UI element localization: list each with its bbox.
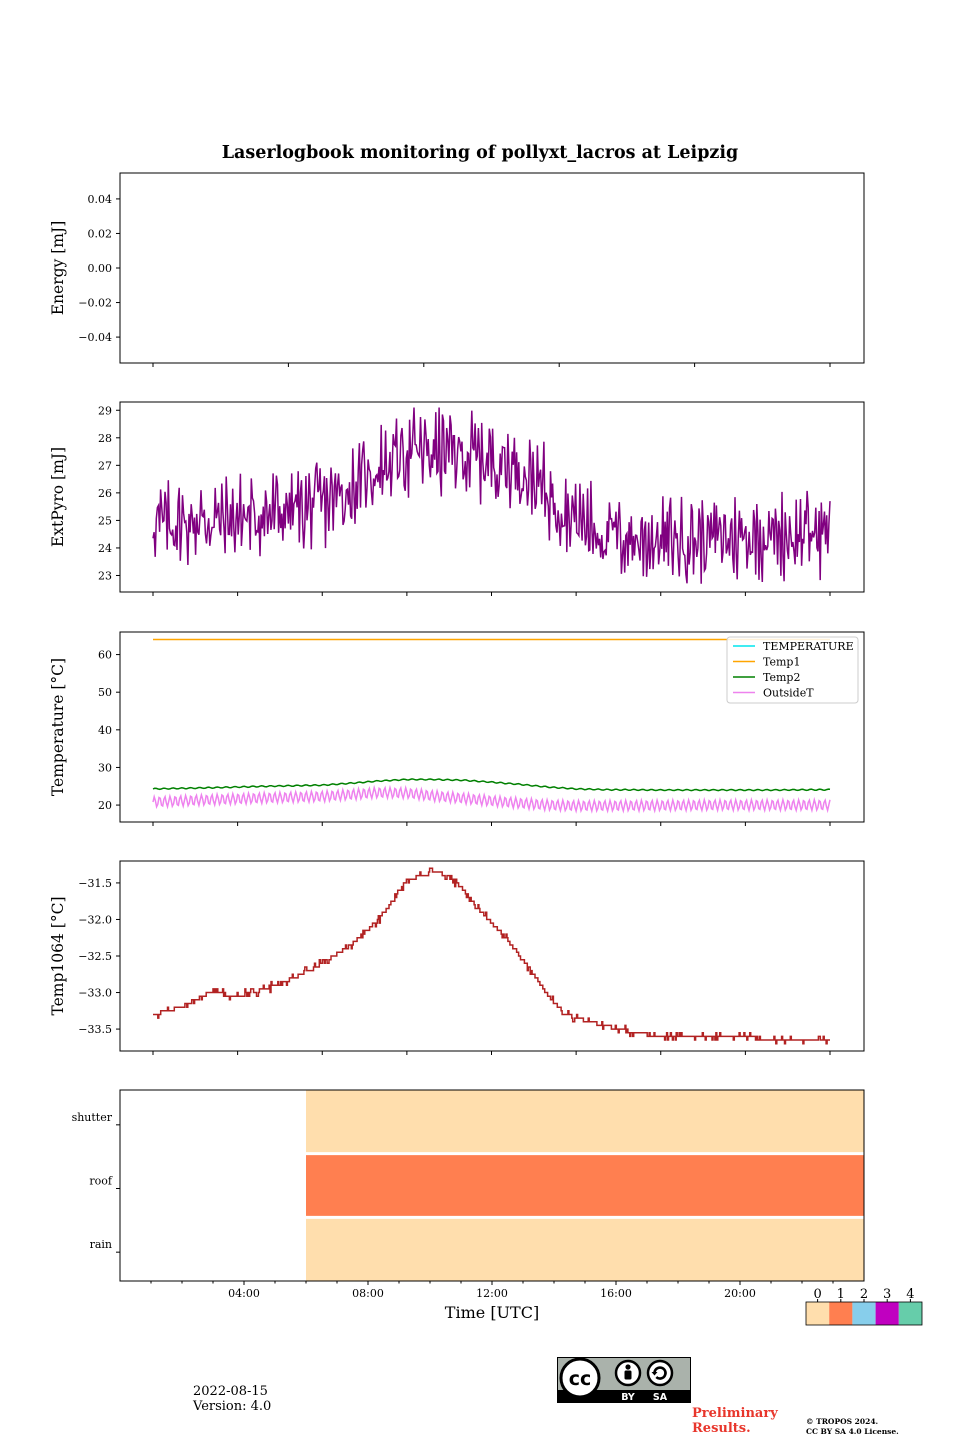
energy-ylabel: Energy [mJ]: [49, 221, 67, 316]
cc-sa-label: SA: [653, 1392, 668, 1403]
temp1064-ytick-label-1: −32.0: [78, 913, 112, 926]
energy-ytick-label-1: 0.02: [88, 227, 113, 240]
status-label-rain: rain: [90, 1238, 112, 1251]
status-xlabel: Time [UTC]: [445, 1303, 539, 1322]
status-label-shutter: shutter: [72, 1111, 113, 1124]
outsideT-series-line: [152, 784, 831, 814]
legend-label-3: OutsideT: [763, 687, 814, 700]
colorbar-frame: [805, 1301, 923, 1326]
cc-by-sa-logo: cc BY SA: [557, 1357, 691, 1403]
temp1064-panel: −31.5 −32.0 −32.5 −33.0 −33.5 Temp1064 [°C]: [49, 860, 865, 1055]
preliminary-note: Preliminary Results.: [692, 1406, 802, 1436]
colorbar-cell-4: [898, 1302, 922, 1325]
figure-title: Laserlogbook monitoring of pollyxt_lacro…: [222, 143, 739, 163]
extpyro-series-line: [152, 407, 831, 584]
temp2-series-line: [152, 778, 831, 792]
cc-icon: [559, 1357, 601, 1399]
temp1064-ytick-label-0: −31.5: [78, 877, 112, 890]
copyright-line-1: © TROPOS 2024.: [806, 1417, 879, 1426]
legend-label-1: Temp1: [763, 656, 800, 669]
preliminary-line-2: Results.: [692, 1421, 751, 1436]
copyright-line-2: CC BY SA 4.0 License.: [806, 1427, 899, 1436]
colorbar-tick-label-0: 0: [813, 1287, 821, 1302]
temp1064-ylabel: Temp1064 [°C]: [49, 896, 67, 1015]
legend-label-0: TEMPERATURE: [763, 640, 854, 653]
energy-ytick-label-4: −0.04: [78, 331, 112, 344]
temperature-ylabel: Temperature [°C]: [49, 658, 67, 796]
temp1064-ytick-label-3: −33.0: [78, 987, 112, 1000]
colorbar-cell-2: [852, 1302, 876, 1325]
sa-share-arrow: [651, 1372, 658, 1376]
status-row-shutter: [306, 1090, 864, 1154]
preliminary-line-1: Preliminary: [692, 1406, 778, 1421]
status-row-roof: [306, 1153, 864, 1218]
temperature-ytick-label-2: 40: [98, 724, 112, 737]
temperature-ytick-label-1: 30: [98, 761, 112, 774]
temp1064-ytick-label-2: −32.5: [78, 950, 112, 963]
extpyro-ytick-label-2: 25: [98, 514, 112, 527]
colorbar-tick-label-1: 1: [837, 1287, 845, 1302]
by-person-body: [624, 1370, 632, 1380]
copyright-note: © TROPOS 2024. CC BY SA 4.0 License.: [806, 1417, 946, 1437]
status-row-rain: [306, 1217, 864, 1281]
cc-by-label: BY: [621, 1392, 635, 1403]
sa-share-arc: [653, 1366, 667, 1380]
energy-axes-frame: [119, 172, 865, 364]
temperature-ytick-label-0: 20: [98, 799, 112, 812]
energy-panel: 0.04 0.02 0.00 −0.02 −0.04 Energy [mJ]: [49, 172, 865, 367]
temp1064-series-line: [153, 867, 830, 1045]
footer-version: Version: 4.0: [193, 1399, 272, 1414]
status-label-roof: roof: [89, 1175, 113, 1188]
extpyro-ytick-label-3: 26: [98, 487, 112, 500]
energy-ytick-label-2: 0.00: [88, 262, 113, 275]
colorbar-cell-3: [875, 1302, 899, 1325]
sa-share-icon: [646, 1359, 674, 1387]
extpyro-ytick-label-4: 27: [98, 459, 112, 472]
colorbar-tick-label-2: 2: [860, 1287, 868, 1302]
by-person-head: [625, 1364, 631, 1370]
temp1064-axes-frame: [119, 860, 865, 1052]
temperature-panel: 20 30 40 50 60 Temperature [°C] TEMPERATURE Tem…: [49, 631, 865, 826]
temperature-ytick-label-4: 60: [98, 649, 112, 662]
legend-label-2: Temp2: [763, 671, 800, 684]
extpyro-panel: 23 24 25 26 27 28 29 ExtPyro [mJ]: [49, 401, 865, 596]
extpyro-ytick-label-6: 29: [98, 404, 112, 417]
colorbar-cell-0: [806, 1302, 830, 1325]
energy-ytick-label-0: 0.04: [88, 193, 113, 206]
extpyro-ytick-label-1: 24: [98, 542, 112, 555]
extpyro-ylabel: ExtPyro [mJ]: [49, 447, 67, 547]
status-xtick-label-2: 12:00: [476, 1287, 508, 1300]
extpyro-ytick-label-0: 23: [98, 569, 112, 582]
energy-ytick-label-3: −0.02: [78, 297, 112, 310]
colorbar-cell-1: [829, 1302, 853, 1325]
status-panel: shutter roof rain 04:00 08:00 12:00 16:00 20:00…: [72, 1089, 865, 1322]
status-xtick-label-1: 08:00: [352, 1287, 384, 1300]
colorbar-tick-label-3: 3: [883, 1287, 891, 1302]
cc-icon-text: cc: [569, 1368, 592, 1390]
colorbar-tick-label-4: 4: [906, 1287, 914, 1302]
footer-date: 2022-08-15: [193, 1384, 268, 1399]
status-xtick-label-4: 20:00: [724, 1287, 756, 1300]
status-xtick-label-0: 04:00: [228, 1287, 260, 1300]
temperature-ytick-label-3: 50: [98, 686, 112, 699]
status-xtick-label-3: 16:00: [600, 1287, 632, 1300]
temp1064-ytick-label-4: −33.5: [78, 1023, 112, 1036]
temperature-legend: TEMPERATURE Temp1 Temp2 OutsideT: [726, 636, 859, 704]
legend-box: [726, 636, 859, 704]
extpyro-ytick-label-5: 28: [98, 432, 112, 445]
